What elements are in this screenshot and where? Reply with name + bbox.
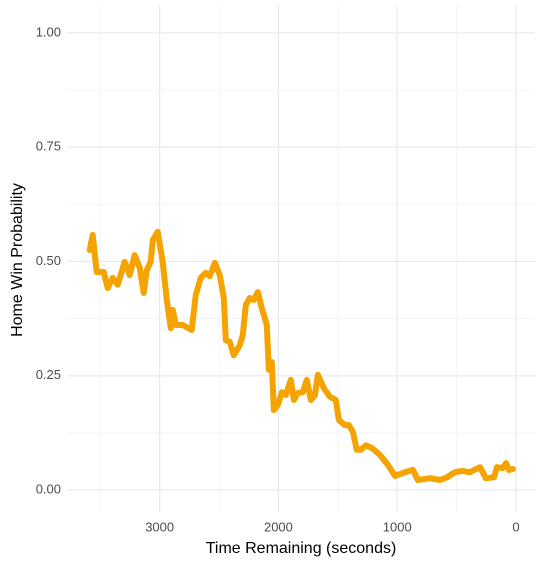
y-tick-label: 0.00 [36, 481, 61, 496]
x-tick-label: 3000 [145, 519, 174, 534]
y-axis-title: Home Win Probability [9, 183, 26, 337]
x-tick-label: 1000 [383, 519, 412, 534]
x-tick-label: 0 [512, 519, 519, 534]
y-tick-label: 0.25 [36, 367, 61, 382]
x-tick-label: 2000 [264, 519, 293, 534]
x-axis-title: Time Remaining (seconds) [206, 540, 397, 557]
y-tick-label: 0.50 [36, 253, 61, 268]
y-tick-label: 1.00 [36, 24, 61, 39]
y-tick-label: 0.75 [36, 139, 61, 154]
data-line [86, 228, 516, 483]
